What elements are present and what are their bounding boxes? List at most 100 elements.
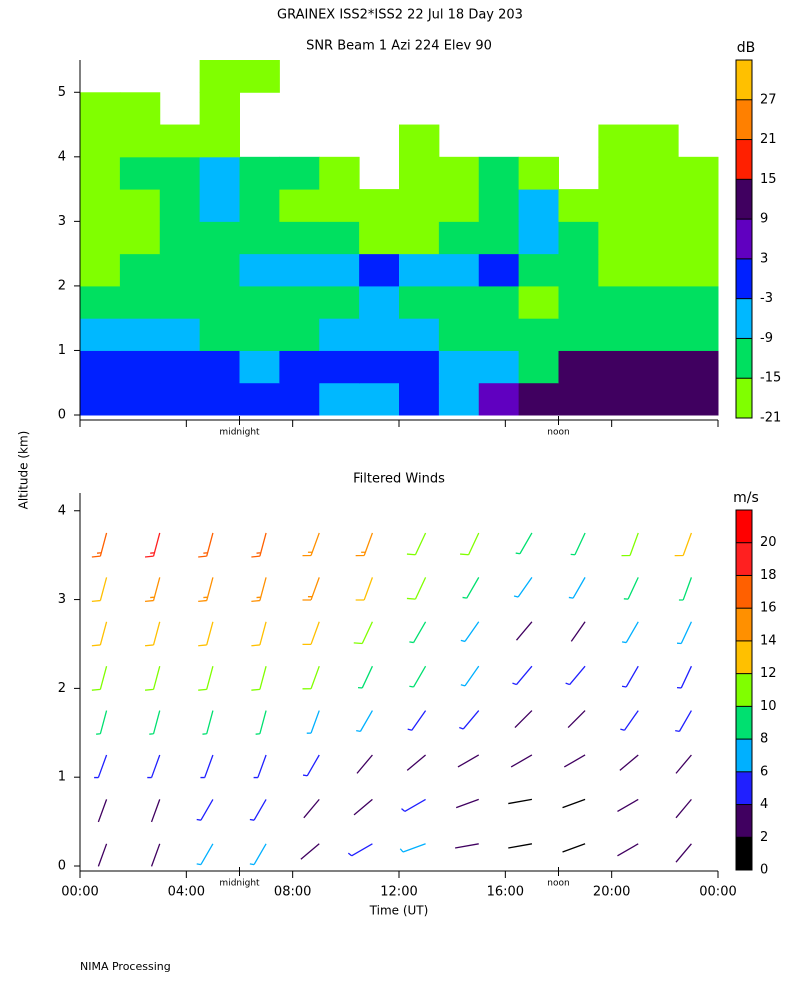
snr-cell xyxy=(558,253,599,287)
snr-cell xyxy=(80,124,121,158)
wind-barb xyxy=(353,798,373,816)
wind-barb xyxy=(455,843,479,849)
snr-cell xyxy=(399,124,440,158)
snr-cell xyxy=(359,253,400,287)
snr-cell xyxy=(638,124,679,158)
wind-barb xyxy=(406,754,427,771)
snr-cell xyxy=(598,382,639,416)
snr-cell xyxy=(678,253,719,287)
wind-barb xyxy=(91,532,108,558)
annotation: noon xyxy=(547,428,569,438)
colorbar-tick-label: -15 xyxy=(760,371,781,386)
snr-cell xyxy=(638,350,679,384)
snr-cell xyxy=(638,221,679,255)
wind-barb xyxy=(508,843,533,849)
wind-barb xyxy=(462,577,480,599)
wind-barb xyxy=(406,577,427,600)
snr-cell xyxy=(80,253,121,287)
colorbar-bin xyxy=(736,338,752,379)
snr-cell xyxy=(598,253,639,287)
colorbar-tick-label: -9 xyxy=(760,331,773,346)
snr-cell xyxy=(159,124,201,158)
snr-cell xyxy=(478,285,520,319)
wind-barb xyxy=(562,798,586,809)
snr-cell xyxy=(478,221,520,255)
snr-cell xyxy=(80,285,121,319)
snr-cell xyxy=(319,285,360,319)
wind-barb xyxy=(460,665,480,687)
colorbar-bin xyxy=(736,673,752,707)
snr-cell xyxy=(399,382,440,416)
snr-cell xyxy=(438,285,480,319)
snr-cell xyxy=(678,382,719,416)
snr-cell xyxy=(279,221,320,255)
wind-barb xyxy=(202,710,214,735)
snr-cell xyxy=(119,350,161,384)
wind-barb xyxy=(198,577,214,603)
snr-cell xyxy=(279,189,320,222)
snr-cell xyxy=(478,350,520,384)
snr-cell xyxy=(80,221,121,255)
snr-cell xyxy=(359,318,400,351)
snr-cell xyxy=(199,92,240,126)
snr-cell xyxy=(438,382,480,416)
wind-barb xyxy=(620,710,639,731)
wind-barb xyxy=(97,843,108,867)
snr-cell xyxy=(80,318,121,351)
wind-barb xyxy=(302,577,320,601)
snr-cell xyxy=(678,318,719,351)
colorbar-tick-label: 6 xyxy=(760,764,768,779)
snr-cell xyxy=(159,253,201,287)
y-tick-label: 1 xyxy=(58,770,66,785)
snr-cell xyxy=(399,221,440,255)
wind-barb xyxy=(623,577,639,600)
wind-barb xyxy=(568,577,586,599)
snr-cell xyxy=(80,350,121,384)
colorbar-bin xyxy=(736,179,752,220)
wind-barb xyxy=(356,710,373,733)
snr-cell xyxy=(119,221,161,255)
colorbar-bin xyxy=(736,139,752,180)
x-tick-label: 00:00 xyxy=(699,885,736,900)
colorbar-bin xyxy=(736,771,752,805)
snr-cell xyxy=(199,318,240,351)
snr-cell xyxy=(319,350,360,384)
snr-cell xyxy=(598,189,639,222)
wind-barb xyxy=(617,843,639,857)
wind-barb xyxy=(150,799,161,823)
wind-barb xyxy=(562,843,586,853)
wind-barb xyxy=(96,710,108,735)
snr-cell xyxy=(399,156,440,190)
snr-cell xyxy=(239,350,280,384)
snr-cell xyxy=(438,253,480,287)
colorbar-bin xyxy=(736,706,752,740)
colorbar-tick-label: -21 xyxy=(760,411,781,426)
snr-cell xyxy=(478,156,520,190)
colorbar-tick-label: 14 xyxy=(760,633,777,648)
x-tick-label: 20:00 xyxy=(593,885,630,900)
y-tick-label: 5 xyxy=(58,85,66,100)
wind-barb xyxy=(675,754,692,774)
annotation: noon xyxy=(547,879,569,889)
colorbar-tick-label: 8 xyxy=(760,732,768,747)
y-tick-label: 3 xyxy=(58,214,66,229)
wind-barb xyxy=(676,665,693,689)
colorbar-tick-label: 3 xyxy=(760,251,768,266)
x-tick-label: 16:00 xyxy=(487,885,524,900)
y-tick-label: 3 xyxy=(58,592,66,607)
snr-cell xyxy=(159,221,201,255)
snr-cell xyxy=(399,285,440,319)
snr-cell xyxy=(638,156,679,190)
snr-cell xyxy=(438,318,480,351)
wind-barb xyxy=(144,532,161,558)
wind-barb xyxy=(91,621,108,647)
wind-barb xyxy=(198,621,214,647)
snr-cell xyxy=(319,253,360,287)
snr-cell xyxy=(359,285,400,319)
wind-barb xyxy=(510,754,533,768)
snr-cell xyxy=(159,350,201,384)
snr-cell xyxy=(239,221,280,255)
colorbar-tick-label: 21 xyxy=(760,132,777,147)
wind-barb xyxy=(678,577,693,601)
snr-cell xyxy=(638,382,679,416)
